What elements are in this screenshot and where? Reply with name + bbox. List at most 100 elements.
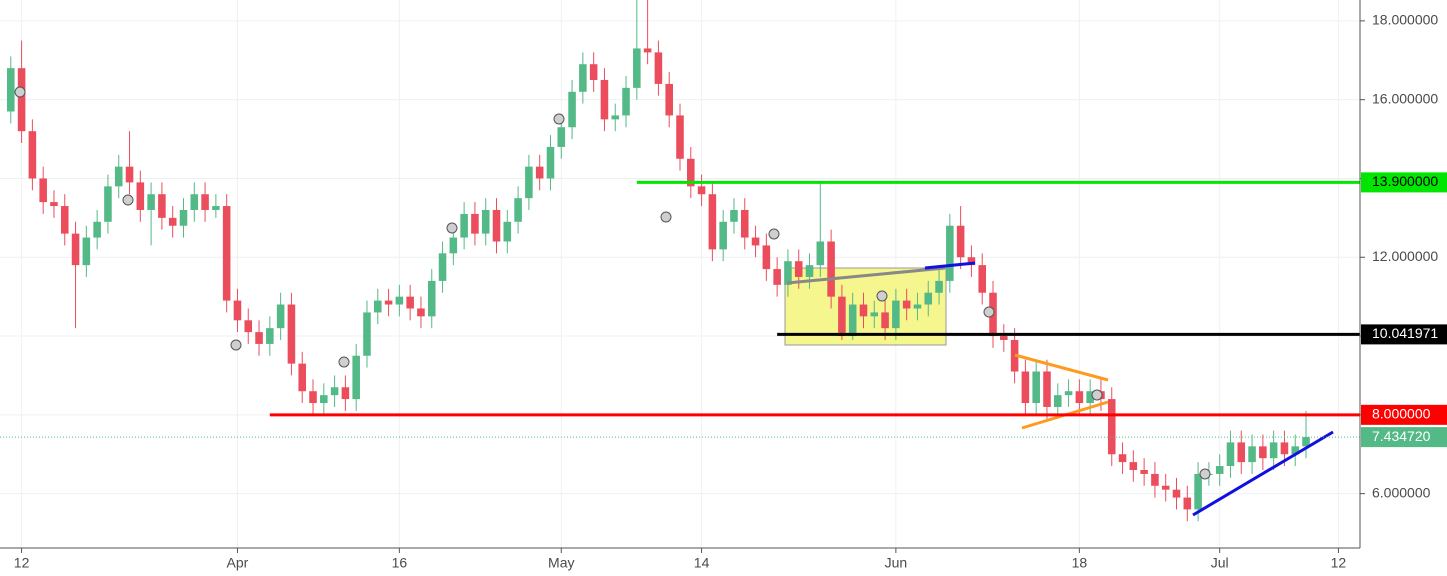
candle-body bbox=[266, 328, 274, 344]
candle-body bbox=[1129, 462, 1138, 470]
candle-body bbox=[406, 296, 414, 309]
marker bbox=[14, 86, 26, 98]
marker bbox=[446, 222, 458, 234]
candle-body bbox=[1064, 391, 1073, 396]
candle-body bbox=[17, 68, 26, 132]
candle-body bbox=[1291, 446, 1300, 455]
candle-body bbox=[158, 194, 166, 218]
candle-body bbox=[579, 64, 587, 92]
candle-body bbox=[276, 304, 285, 329]
candle-body bbox=[50, 202, 58, 207]
candle-body bbox=[730, 209, 738, 222]
candle-body bbox=[1107, 399, 1116, 455]
candle-body bbox=[363, 312, 371, 356]
candle-body bbox=[913, 304, 922, 309]
marker bbox=[230, 339, 242, 351]
candle-body bbox=[179, 209, 188, 226]
labels: 6.0000008.00000010.00000012.00000014.000… bbox=[14, 12, 1447, 571]
drawings-front bbox=[0, 86, 1360, 517]
candle-body bbox=[125, 166, 134, 183]
candle-body bbox=[168, 217, 177, 226]
candle-body bbox=[589, 64, 598, 80]
candle-body bbox=[395, 296, 404, 305]
x-tick-label: Apr bbox=[227, 555, 249, 571]
candle-body bbox=[525, 166, 533, 199]
candle-body bbox=[298, 363, 306, 392]
candle-body bbox=[212, 206, 220, 210]
x-tick-label: 18 bbox=[1072, 555, 1088, 571]
candle-body bbox=[503, 221, 512, 242]
candle-body bbox=[740, 209, 749, 238]
candle-body bbox=[924, 292, 933, 305]
x-tick-label: 16 bbox=[392, 555, 408, 571]
candle-body bbox=[1194, 473, 1202, 510]
candle-body bbox=[827, 241, 835, 297]
marker bbox=[660, 211, 672, 223]
candle-body bbox=[600, 79, 609, 120]
candle-body bbox=[136, 182, 145, 210]
level-label: 8.000000 bbox=[1372, 406, 1431, 422]
candle-body bbox=[244, 320, 253, 333]
candle-body bbox=[471, 213, 479, 234]
candle-body bbox=[7, 68, 15, 112]
candle-body bbox=[633, 48, 641, 88]
candle-body bbox=[1259, 446, 1267, 459]
candle-body bbox=[1302, 437, 1310, 447]
candle-body bbox=[956, 225, 965, 258]
candle-body bbox=[762, 245, 771, 270]
candle-body bbox=[427, 280, 436, 317]
candle-body bbox=[309, 391, 317, 404]
candle-body bbox=[1054, 395, 1062, 407]
candle-body bbox=[39, 178, 47, 203]
x-tick-label: 14 bbox=[694, 555, 710, 571]
candle-body bbox=[28, 131, 37, 179]
level-box bbox=[1361, 172, 1447, 193]
candle-body bbox=[1161, 485, 1170, 490]
candle-body bbox=[1021, 371, 1030, 404]
candle-body bbox=[1075, 391, 1084, 404]
candle-body bbox=[1226, 442, 1235, 467]
candle-body bbox=[1172, 489, 1181, 498]
candle-body bbox=[1215, 466, 1224, 474]
candle-body bbox=[805, 265, 814, 277]
candle-body bbox=[201, 194, 209, 210]
candle-body bbox=[233, 300, 242, 321]
candle-body bbox=[773, 269, 781, 285]
candle-body bbox=[1086, 391, 1094, 404]
candle-body bbox=[71, 233, 80, 266]
candle-body bbox=[1118, 454, 1127, 463]
candle-body bbox=[838, 296, 846, 337]
candle-body bbox=[320, 395, 328, 404]
candle-body bbox=[978, 265, 986, 293]
candle-body bbox=[417, 308, 425, 317]
candle-body bbox=[352, 355, 360, 400]
level-label: 10.041971 bbox=[1372, 325, 1438, 341]
x-tick-label: 12 bbox=[14, 555, 30, 571]
candle-body bbox=[287, 304, 296, 364]
candle-body bbox=[460, 213, 468, 238]
candle-body bbox=[1010, 339, 1019, 372]
y-tick-label: 18.000000 bbox=[1372, 12, 1438, 28]
candle-body bbox=[794, 261, 803, 277]
level-label: 13.900000 bbox=[1372, 173, 1438, 189]
level-box bbox=[1361, 324, 1447, 345]
candle-body bbox=[1032, 371, 1040, 404]
candle-body bbox=[622, 87, 630, 116]
x-tick-label: Jul bbox=[1211, 555, 1229, 571]
candle-body bbox=[892, 300, 900, 329]
candle-body bbox=[687, 158, 695, 187]
y-tick-label: 12.000000 bbox=[1372, 248, 1438, 264]
candle-body bbox=[1151, 473, 1159, 486]
marker bbox=[1199, 468, 1211, 480]
candle-body bbox=[341, 387, 350, 400]
candle-body bbox=[1140, 469, 1148, 474]
candle-body bbox=[147, 194, 155, 210]
candle-body bbox=[190, 194, 199, 210]
candle-body bbox=[1248, 446, 1256, 463]
y-tick-label: 6.000000 bbox=[1372, 484, 1431, 500]
candle-body bbox=[82, 237, 91, 266]
marker bbox=[338, 356, 350, 368]
